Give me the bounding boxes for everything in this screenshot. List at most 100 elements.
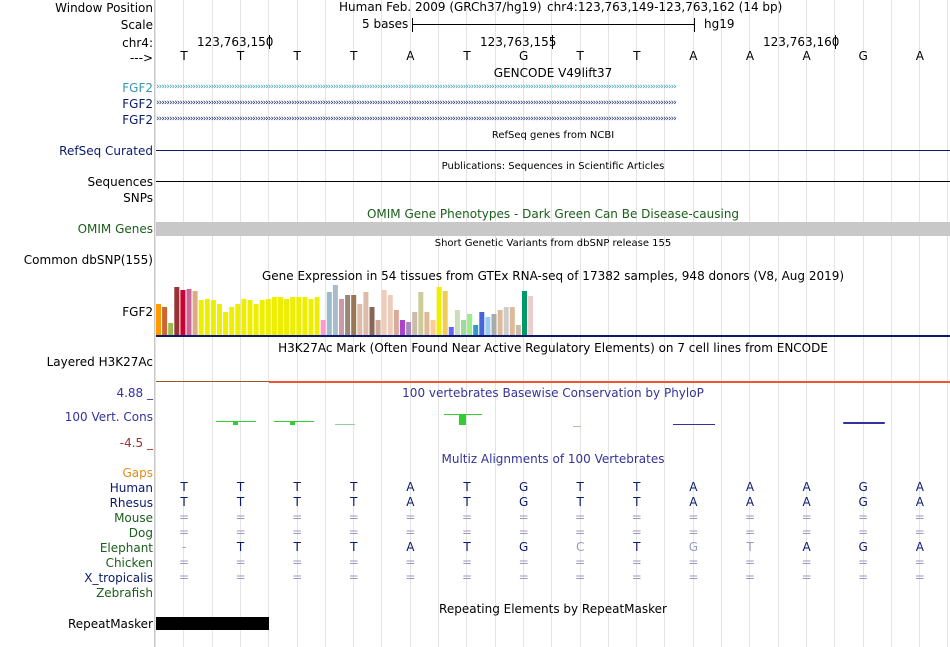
gtex-bar[interactable] <box>345 295 351 335</box>
gene-track-fgf2[interactable]: ››››››››››››››››››››››››››››››››››››››››… <box>156 98 677 108</box>
gene-track-fgf2[interactable]: ››››››››››››››››››››››››››››››››››››››››… <box>156 82 677 92</box>
gtex-bar[interactable] <box>217 304 222 335</box>
gtex-bar[interactable] <box>180 290 186 335</box>
repeatmasker-label[interactable]: RepeatMasker <box>67 617 153 631</box>
refseq-title[interactable]: RefSeq genes from NCBI <box>491 130 615 141</box>
species-alignment-row[interactable]: = = = = = = = = = = = = = = <box>156 570 950 584</box>
species-label[interactable]: Chicken <box>105 556 153 570</box>
gtex-bar[interactable] <box>235 304 241 335</box>
gtex-bar[interactable] <box>284 299 290 335</box>
repeatmasker-block[interactable] <box>156 617 269 630</box>
gtex-bar[interactable] <box>302 297 308 335</box>
gtex-bar[interactable] <box>461 320 466 335</box>
gtex-bar[interactable] <box>491 314 497 335</box>
species-label[interactable]: Zebrafish <box>96 586 153 600</box>
snps-label[interactable]: SNPs <box>123 191 153 205</box>
gtex-bar[interactable] <box>210 300 216 335</box>
gtex-bar[interactable] <box>357 304 363 335</box>
gtex-bar[interactable] <box>406 322 412 335</box>
species-alignment-row[interactable]: = = = = = = = = = = = = = = <box>156 510 950 524</box>
gtex-bar[interactable] <box>223 312 229 335</box>
gtex-bar[interactable] <box>454 310 460 335</box>
gtex-label[interactable]: FGF2 <box>122 305 153 319</box>
species-label[interactable]: Rhesus <box>109 496 153 510</box>
gtex-bar[interactable] <box>430 320 436 335</box>
gtex-bar[interactable] <box>168 323 174 335</box>
gtex-bar[interactable] <box>381 290 387 335</box>
publications-track[interactable] <box>156 181 950 182</box>
gtex-bar[interactable] <box>497 310 503 335</box>
species-label[interactable]: Human <box>109 481 153 495</box>
omim-track[interactable] <box>156 222 950 236</box>
gtex-bar[interactable] <box>326 292 332 335</box>
gtex-bar[interactable] <box>473 325 479 335</box>
gtex-bar-chart[interactable] <box>156 284 536 335</box>
gtex-bar[interactable] <box>204 299 210 335</box>
species-alignment-row[interactable]: = = = = = = = = = = = = = = <box>156 555 950 569</box>
gtex-bar[interactable] <box>363 292 369 335</box>
gtex-bar[interactable] <box>424 312 430 335</box>
refseq-track[interactable] <box>156 150 950 151</box>
gtex-bar[interactable] <box>412 312 418 335</box>
gtex-bar[interactable] <box>296 297 302 335</box>
phylop-label[interactable]: 100 Vert. Cons <box>64 410 153 424</box>
gtex-bar[interactable] <box>467 314 473 335</box>
gtex-bar[interactable] <box>198 300 204 335</box>
gtex-bar[interactable] <box>247 300 253 335</box>
gencode-title[interactable]: GENCODE V49lift37 <box>493 66 613 80</box>
gtex-bar[interactable] <box>156 304 161 335</box>
species-alignment-row[interactable]: = = = = = = = = = = = = = = <box>156 525 950 539</box>
gtex-bar[interactable] <box>314 297 320 335</box>
gene-label[interactable]: FGF2 <box>122 97 153 111</box>
gene-label[interactable]: FGF2 <box>122 113 153 127</box>
gtex-bar[interactable] <box>259 300 265 335</box>
gtex-bar[interactable] <box>418 292 424 335</box>
gaps-label[interactable]: Gaps <box>122 466 153 480</box>
gtex-bar[interactable] <box>515 325 521 335</box>
phylop-title[interactable]: 100 vertebrates Basewise Conservation by… <box>402 386 704 400</box>
gtex-bar[interactable] <box>241 299 247 335</box>
species-label[interactable]: Elephant <box>99 541 153 555</box>
h3k27ac-title[interactable]: H3K27Ac Mark (Often Found Near Active Re… <box>278 341 828 355</box>
sequences-label[interactable]: Sequences <box>87 175 153 189</box>
gtex-bar[interactable] <box>479 312 485 335</box>
species-alignment-row[interactable] <box>156 585 950 599</box>
gtex-bar[interactable] <box>528 296 534 335</box>
gtex-bar[interactable] <box>290 297 296 335</box>
gtex-bar[interactable] <box>522 291 527 335</box>
gtex-bar[interactable] <box>400 320 405 335</box>
omim-label[interactable]: OMIM Genes <box>77 222 153 236</box>
gtex-bar[interactable] <box>253 304 259 335</box>
gtex-bar[interactable] <box>503 307 509 335</box>
dbsnp-title[interactable]: Short Genetic Variants from dbSNP releas… <box>434 238 672 249</box>
dbsnp-label[interactable]: Common dbSNP(155) <box>23 253 153 267</box>
gtex-bar[interactable] <box>308 299 314 335</box>
gene-label[interactable]: FGF2 <box>122 81 153 95</box>
gtex-bar[interactable] <box>271 297 277 335</box>
gene-track-fgf2[interactable]: ››››››››››››››››››››››››››››››››››››››››… <box>156 114 677 124</box>
gtex-bar[interactable] <box>393 310 399 335</box>
species-label[interactable]: Dog <box>128 526 153 540</box>
multiz-title[interactable]: Multiz Alignments of 100 Vertebrates <box>441 452 665 466</box>
gtex-bar[interactable] <box>162 307 168 335</box>
gtex-bar[interactable] <box>509 307 515 335</box>
gtex-bar[interactable] <box>320 320 326 335</box>
gtex-bar[interactable] <box>485 317 491 335</box>
publications-title[interactable]: Publications: Sequences in Scientific Ar… <box>441 161 665 172</box>
omim-title[interactable]: OMIM Gene Phenotypes - Dark Green Can Be… <box>366 207 740 221</box>
gtex-bar[interactable] <box>174 287 180 335</box>
gtex-bar[interactable] <box>442 291 448 335</box>
gtex-bar[interactable] <box>278 297 283 335</box>
species-label[interactable]: X_tropicalis <box>84 571 153 585</box>
gtex-bar[interactable] <box>448 327 454 335</box>
gtex-bar[interactable] <box>436 287 442 335</box>
repeatmasker-title[interactable]: Repeating Elements by RepeatMasker <box>439 602 667 616</box>
refseq-label[interactable]: RefSeq Curated <box>59 144 153 158</box>
gtex-bar[interactable] <box>229 307 235 335</box>
gtex-bar[interactable] <box>192 291 198 335</box>
gtex-bar[interactable] <box>387 295 393 335</box>
gtex-bar[interactable] <box>351 295 357 335</box>
